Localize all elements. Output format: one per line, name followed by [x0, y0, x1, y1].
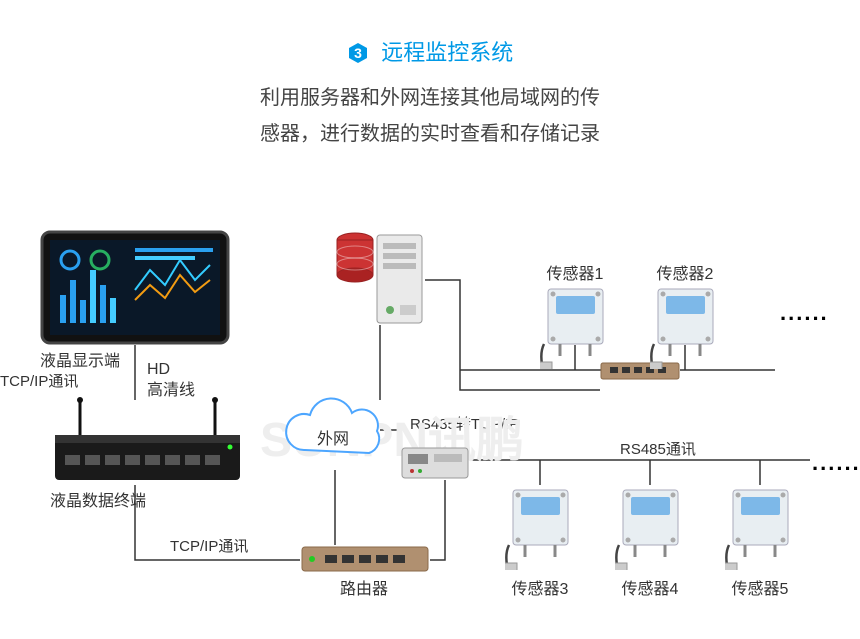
- rs485-label: RS485通讯: [620, 438, 696, 459]
- sensor-4: 传感器4: [615, 485, 690, 599]
- cloud-label: 外网: [317, 425, 349, 449]
- sensor-3: 传感器3: [505, 485, 580, 599]
- tcp-ip-top-label: TCP/IP通讯: [0, 370, 78, 391]
- router-label: 路由器: [340, 575, 388, 599]
- sensor-2: 传感器2: [650, 260, 725, 374]
- terminal-device-icon: [50, 395, 245, 490]
- server: [335, 225, 430, 335]
- sensor-1: 传感器1: [540, 260, 615, 374]
- lcd-display-label: 液晶显示端: [40, 347, 120, 371]
- sensor-2-label: 传感器2: [650, 260, 720, 284]
- sensor-1-label: 传感器1: [540, 260, 610, 284]
- monitor-icon: [40, 230, 230, 345]
- dots-bottom: ......: [812, 450, 860, 476]
- converter-icon: [400, 440, 470, 482]
- sensor-icon: [615, 485, 690, 570]
- sensor-3-label: 传感器3: [505, 575, 575, 599]
- sensor-icon: [725, 485, 800, 570]
- sensor-icon: [650, 284, 725, 369]
- sensor-icon: [505, 485, 580, 570]
- lcd-terminal-label: 液晶数据终端: [50, 487, 146, 511]
- sensor-5-label: 传感器5: [725, 575, 795, 599]
- server-icon: [335, 225, 430, 330]
- lcd-terminal: [50, 395, 245, 495]
- lcd-display: [40, 230, 230, 350]
- dots-top: ......: [780, 300, 829, 326]
- tcp-ip-bottom-label: TCP/IP通讯: [170, 535, 248, 556]
- rs485-tcp-label: RS485转TCP/IP: [410, 413, 519, 434]
- sensor-5: 传感器5: [725, 485, 800, 599]
- converter: [400, 440, 470, 487]
- cloud: 外网: [275, 395, 395, 480]
- sensor-icon: [540, 284, 615, 369]
- router-icon: [300, 545, 430, 575]
- sensor-4-label: 传感器4: [615, 575, 685, 599]
